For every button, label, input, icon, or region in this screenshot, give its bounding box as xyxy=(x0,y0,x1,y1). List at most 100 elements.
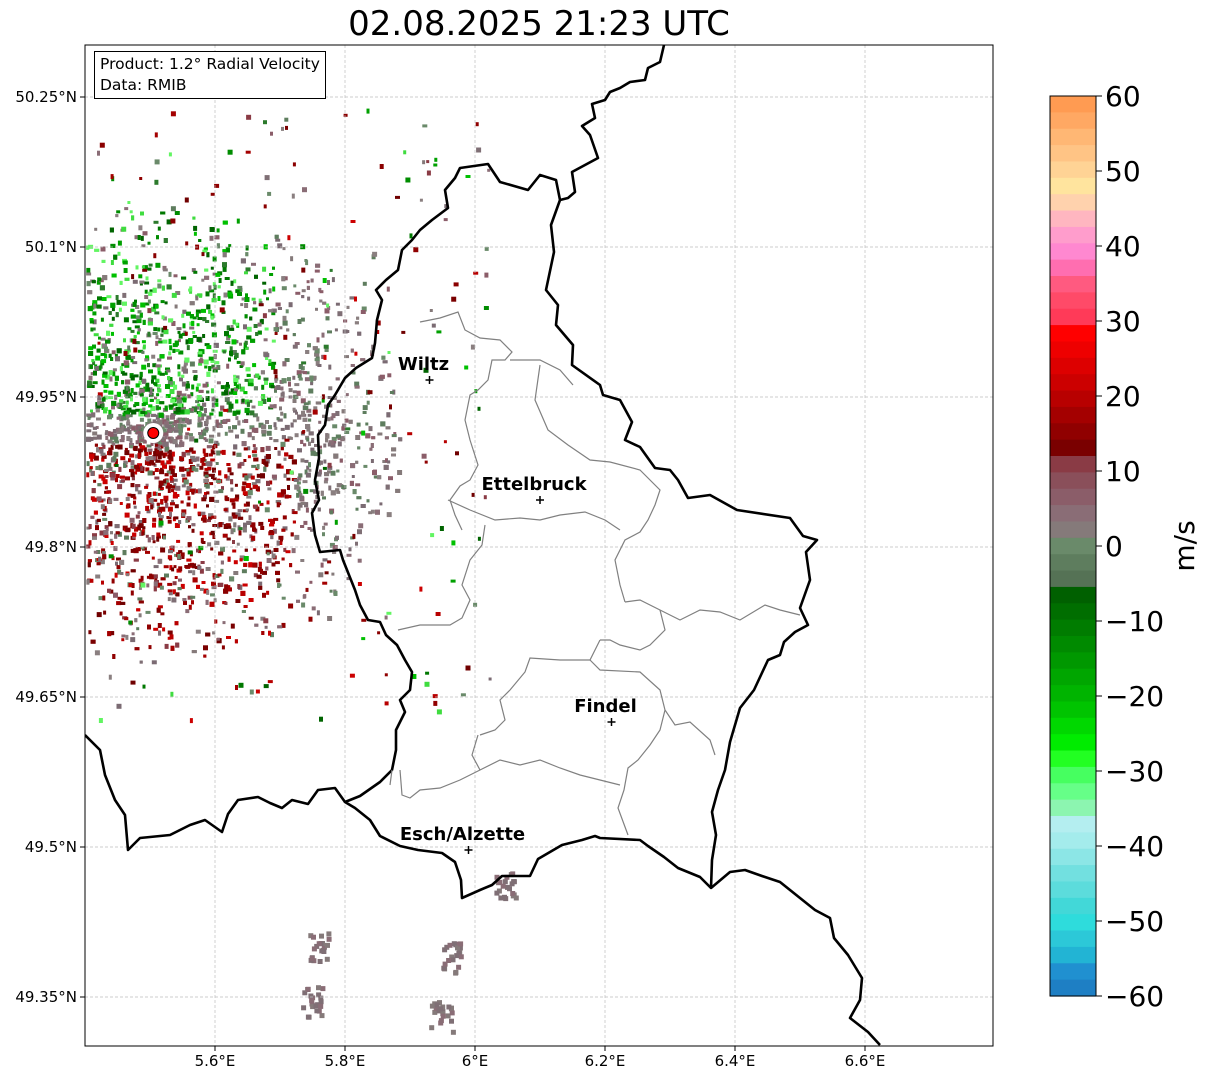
echo-pixel xyxy=(141,244,146,248)
echo-pixel xyxy=(281,286,287,291)
echo-pixel xyxy=(346,577,350,581)
echo-pixel xyxy=(333,453,339,459)
echo-pixel xyxy=(443,440,447,444)
echo-pixel xyxy=(297,502,303,508)
echo-pixel xyxy=(306,465,310,470)
echo-pixel xyxy=(188,525,191,529)
echo-pixel xyxy=(182,406,186,412)
echo-pixel xyxy=(141,529,145,534)
echo-pixel xyxy=(436,709,442,715)
echo-pixel xyxy=(236,542,240,546)
echo-pixel xyxy=(226,537,231,541)
echo-pixel xyxy=(283,473,287,478)
echo-pixel xyxy=(335,434,341,439)
echo-pixel xyxy=(210,192,215,196)
echo-pixel xyxy=(169,382,173,387)
colorbar-segment xyxy=(1050,701,1096,719)
echo-pixel xyxy=(196,584,200,589)
echo-pixel xyxy=(179,377,183,382)
echo-pixel xyxy=(188,604,192,610)
echo-pixel xyxy=(167,356,172,360)
echo-pixel xyxy=(170,502,175,506)
echo-pixel xyxy=(139,388,145,393)
echo-pixel xyxy=(97,483,102,487)
echo-pixel xyxy=(151,354,156,359)
echo-pixel xyxy=(162,265,167,270)
echo-pixel xyxy=(233,444,238,450)
echo-pixel xyxy=(171,489,175,493)
echo-pixel xyxy=(197,317,203,320)
echo-pixel xyxy=(114,464,119,467)
echo-pixel xyxy=(96,518,101,522)
colorbar-segment xyxy=(1050,112,1096,130)
echo-pixel xyxy=(305,507,309,513)
echo-pixel xyxy=(454,953,460,959)
echo-pixel xyxy=(271,364,276,370)
echo-pixel xyxy=(201,413,207,417)
echo-pixel xyxy=(203,478,209,483)
echo-pixel xyxy=(88,630,92,635)
echo-pixel xyxy=(251,535,256,541)
echo-pixel xyxy=(199,531,204,536)
echo-pixel xyxy=(270,385,275,389)
echo-pixel xyxy=(335,535,339,540)
echo-pixel xyxy=(237,420,241,426)
echo-pixel xyxy=(233,374,237,378)
echo-pixel xyxy=(430,533,435,538)
echo-pixel xyxy=(131,632,135,636)
echo-pixel xyxy=(224,385,229,391)
echo-pixel xyxy=(313,499,317,504)
echo-pixel xyxy=(266,430,272,436)
echo-pixel xyxy=(178,578,182,582)
echo-pixel xyxy=(145,467,150,472)
echo-pixel xyxy=(282,247,286,251)
echo-pixel xyxy=(194,438,199,443)
echo-pixel xyxy=(107,431,111,437)
echo-pixel xyxy=(202,431,207,436)
echo-pixel xyxy=(159,558,163,564)
echo-pixel xyxy=(203,247,208,251)
echo-pixel xyxy=(153,586,157,592)
echo-pixel xyxy=(252,363,257,368)
echo-pixel xyxy=(275,238,281,242)
echo-pixel xyxy=(170,691,174,697)
colorbar-segment xyxy=(1050,439,1096,457)
echo-pixel xyxy=(164,446,169,452)
colorbar-tick-label: 10 xyxy=(1105,455,1141,488)
echo-pixel xyxy=(141,350,145,354)
echo-pixel xyxy=(180,583,185,589)
echo-pixel xyxy=(243,562,248,567)
echo-pixel xyxy=(283,547,287,552)
echo-pixel xyxy=(114,381,118,386)
echo-pixel xyxy=(123,404,129,408)
echo-pixel xyxy=(349,480,354,486)
echo-pixel xyxy=(379,502,383,506)
echo-pixel xyxy=(92,431,98,436)
echo-pixel xyxy=(292,333,296,337)
echo-pixel xyxy=(196,548,200,553)
echo-pixel xyxy=(147,537,151,543)
echo-pixel xyxy=(169,475,173,481)
echo-pixel xyxy=(174,211,180,215)
echo-pixel xyxy=(308,933,314,939)
echo-pixel xyxy=(159,585,164,590)
echo-pixel xyxy=(256,464,260,470)
echo-pixel xyxy=(135,547,141,552)
echo-pixel xyxy=(186,471,191,477)
echo-pixel xyxy=(86,429,92,433)
echo-pixel xyxy=(335,377,340,381)
echo-pixel xyxy=(223,419,228,423)
echo-pixel xyxy=(173,384,178,390)
echo-pixel xyxy=(154,382,158,387)
echo-pixel xyxy=(110,541,114,545)
echo-pixel xyxy=(314,444,319,447)
echo-pixel xyxy=(192,316,197,320)
echo-pixel xyxy=(97,150,100,156)
echo-pixel xyxy=(433,700,438,706)
echo-pixel xyxy=(244,297,250,302)
echo-pixel xyxy=(133,347,138,353)
echo-pixel xyxy=(192,330,196,334)
echo-pixel xyxy=(165,384,170,389)
echo-pixel xyxy=(202,457,206,461)
echo-pixel xyxy=(218,551,224,556)
